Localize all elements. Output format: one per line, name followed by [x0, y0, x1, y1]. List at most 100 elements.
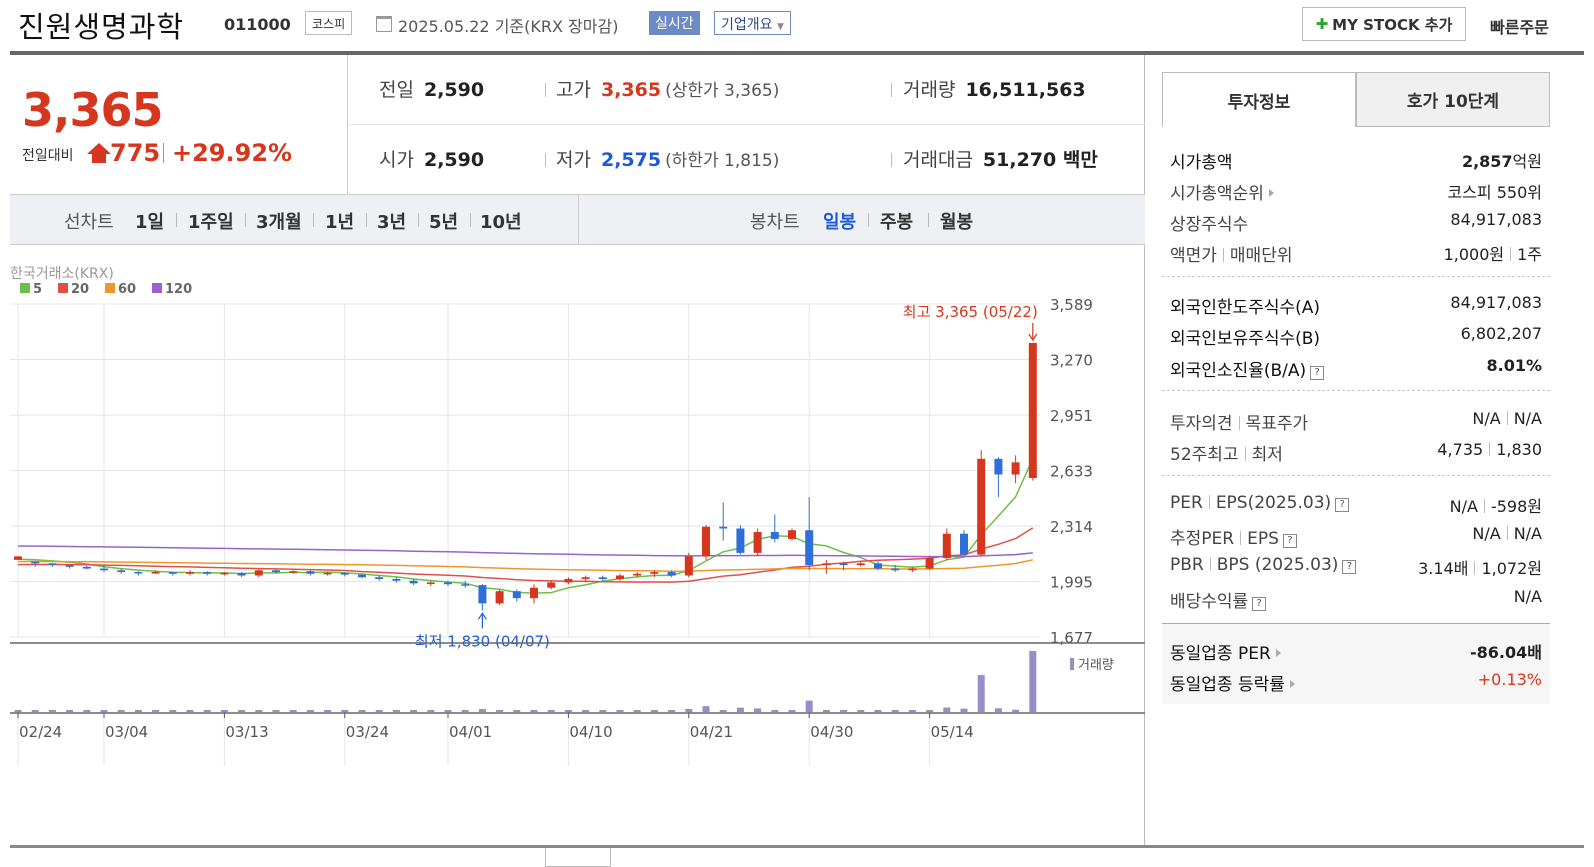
candle-body [736, 528, 745, 553]
volume-bar [616, 710, 624, 712]
opinion-row: 투자의견 목표주가 N/A N/A [1162, 405, 1550, 435]
tab-hoga-10[interactable]: 호가 10단계 [1356, 72, 1550, 127]
candle-body [1011, 462, 1020, 475]
candle-body [340, 572, 349, 575]
tab-5y[interactable]: 5년 [429, 212, 459, 233]
help-icon[interactable]: ? [1282, 534, 1297, 548]
est-per-label: 추정PER EPS? [1170, 524, 1297, 549]
chart-source-label: 한국거래소(KRX) [10, 266, 114, 282]
candle-body [392, 579, 401, 581]
chart-period-tabs: 선차트 1일 1주일 3개월 1년 3년 5년 10년 봉차트 일봉 주봉 월봉 [10, 195, 1145, 245]
par-label: 액면가 [1170, 246, 1217, 266]
candle-body [719, 526, 728, 529]
sector-chg-label[interactable]: 동일업종 등락률 [1170, 670, 1295, 695]
volume-legend-swatch [1070, 658, 1074, 670]
candle-body [616, 575, 624, 580]
foreign-hold-row: 외국인보유주식수(B) 6,802,207 [1162, 320, 1550, 350]
price-chart[interactable]: 한국거래소(KRX) 5 20 60 120 3,589 3,270 2,951 2,633 2,… [10, 246, 1145, 806]
upper-limit: (상한가 3,365) [665, 81, 780, 101]
volume-bar [169, 710, 177, 712]
market-cap-unit: 억원 [1512, 152, 1542, 171]
solid-divider [1162, 623, 1550, 624]
par-value: 1,000원 [1443, 245, 1505, 264]
candle-body [977, 458, 986, 555]
sector-per-label[interactable]: 동일업종 PER [1170, 639, 1281, 664]
cap-rank-row[interactable]: 시가총액순위 코스피 550위 [1162, 175, 1550, 205]
dashed-divider [1162, 475, 1550, 476]
volume-bar [306, 710, 314, 712]
volume-bar [66, 710, 74, 712]
sector-per-row[interactable]: 동일업종 PER -86.04배 [1162, 635, 1550, 665]
divider [313, 213, 314, 227]
divider [1474, 561, 1476, 575]
tab-3y[interactable]: 3년 [377, 212, 407, 233]
y-tick-label: 1,995 [1050, 574, 1093, 592]
tab-1d[interactable]: 1일 [135, 212, 165, 233]
volume-legend-label: 거래량 [1078, 658, 1114, 673]
tab-weekly[interactable]: 주봉 [880, 212, 914, 233]
volume-bar [530, 710, 538, 712]
sector-chg-row[interactable]: 동일업종 등락률 +0.13% [1162, 666, 1550, 696]
high-label: 고가 [556, 79, 591, 101]
candle-body [426, 582, 435, 584]
volume-bar [840, 710, 848, 712]
tab-10y[interactable]: 10년 [480, 212, 522, 233]
candle-chart-label: 봉차트 [750, 212, 800, 233]
volume-bar [908, 710, 916, 712]
tab-1y[interactable]: 1년 [325, 212, 355, 233]
divider [1222, 248, 1224, 262]
header-divider [10, 51, 1584, 55]
base-date: 2025.05.22 기준(KRX 장마감) [398, 17, 619, 36]
volume-bar [719, 710, 727, 712]
cap-rank-label[interactable]: 시가총액순위 [1170, 179, 1274, 204]
candle-body [908, 568, 917, 571]
volume-bar [926, 710, 934, 712]
x-tick-label: 03/04 [105, 723, 148, 741]
volume-bar [582, 710, 590, 712]
my-stock-add-button[interactable]: ✚ MY STOCK 추가 [1302, 7, 1466, 41]
volume-bar [255, 710, 263, 712]
low-annotation: 최저 1,830 (04/07) [415, 632, 550, 650]
help-icon[interactable]: ? [1342, 560, 1357, 574]
side-tabs: 투자정보 호가 10단계 [1162, 72, 1550, 127]
52w-high-text: 52주최고 [1170, 445, 1239, 465]
realtime-button[interactable]: 실시간 [649, 11, 700, 35]
sector-box [1162, 624, 1550, 704]
help-icon[interactable]: ? [1335, 498, 1350, 512]
divider [176, 213, 177, 227]
volume-bar [599, 710, 607, 712]
candle-body [203, 572, 212, 574]
candle-body [186, 572, 194, 574]
foreign-ratio-number: 8.01% [1486, 356, 1542, 375]
volume-bar [444, 710, 452, 712]
help-icon[interactable]: ? [1252, 597, 1267, 611]
pbr-bps-value: 3.14배 1,072원 [1418, 555, 1542, 579]
quick-order-link[interactable]: 빠른주문 [1490, 18, 1549, 37]
collapse-tab[interactable] [545, 848, 611, 867]
divider [1208, 495, 1210, 509]
tab-monthly[interactable]: 월봉 [940, 212, 974, 233]
tab-3m[interactable]: 3개월 [256, 212, 302, 233]
company-overview-dropdown[interactable]: 기업개요 ▼ [714, 11, 791, 35]
volume-bar [478, 708, 486, 712]
high-price: 고가 3,365 (상한가 3,365) [556, 75, 779, 102]
line-chart-tabs: 선차트 1일 1주일 3개월 1년 3년 5년 10년 [10, 195, 579, 244]
52w-row: 52주최고 최저 4,735 1,830 [1162, 436, 1550, 466]
tab-invest-info[interactable]: 투자정보 [1162, 72, 1356, 127]
volume-bar [564, 710, 572, 712]
high-annotation: 최고 3,365 (05/22) [903, 303, 1038, 321]
candle-body [220, 572, 229, 575]
volume-bar [392, 710, 400, 712]
foreign-ratio-text: 외국인소진율(B/A) [1170, 361, 1307, 381]
ma-legend-swatch [58, 283, 68, 293]
help-icon[interactable]: ? [1310, 366, 1325, 380]
volume-bar [891, 710, 899, 712]
sector-per-value: -86.04배 [1470, 639, 1542, 663]
per-eps-value: N/A -598원 [1450, 493, 1542, 517]
tab-1w[interactable]: 1주일 [188, 212, 234, 233]
par-unit-label: 액면가 매매단위 [1170, 241, 1292, 266]
volume-bar [31, 710, 39, 712]
candle-body [375, 577, 384, 580]
tab-daily[interactable]: 일봉 [823, 212, 857, 233]
candle-body [702, 526, 710, 557]
